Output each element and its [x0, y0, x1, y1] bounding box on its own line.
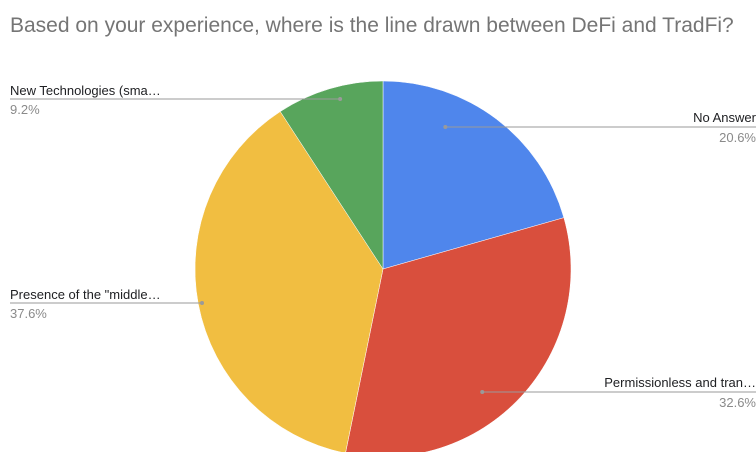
pie-labels: No Answer 20.6% Permissionless and tran… 32… — [10, 83, 756, 410]
slice-label-4: New Technologies (sma… — [10, 83, 161, 98]
leader-dot-2 — [480, 390, 485, 394]
pie-slice-3[interactable] — [194, 111, 384, 452]
pie-slice-1[interactable] — [382, 80, 565, 270]
slice-percent-2: 32.6% — [719, 395, 756, 410]
chart-title: Based on your experience, where is the l… — [10, 14, 734, 37]
slice-percent-4: 9.2% — [10, 102, 40, 117]
leader-dot-4 — [338, 97, 343, 101]
leader-dot-3 — [200, 301, 205, 305]
slice-percent-1: 20.6% — [719, 130, 756, 145]
slice-label-3: Presence of the "middle… — [10, 287, 161, 302]
slice-label-2: Permissionless and tran… — [604, 375, 756, 390]
slice-percent-3: 37.6% — [10, 306, 47, 321]
pie-slices — [194, 80, 572, 452]
slice-label-1: No Answer — [693, 110, 756, 125]
pie-slice-2[interactable] — [345, 217, 572, 452]
leader-dot-1 — [443, 125, 448, 129]
pie-slice-4[interactable] — [279, 80, 384, 270]
